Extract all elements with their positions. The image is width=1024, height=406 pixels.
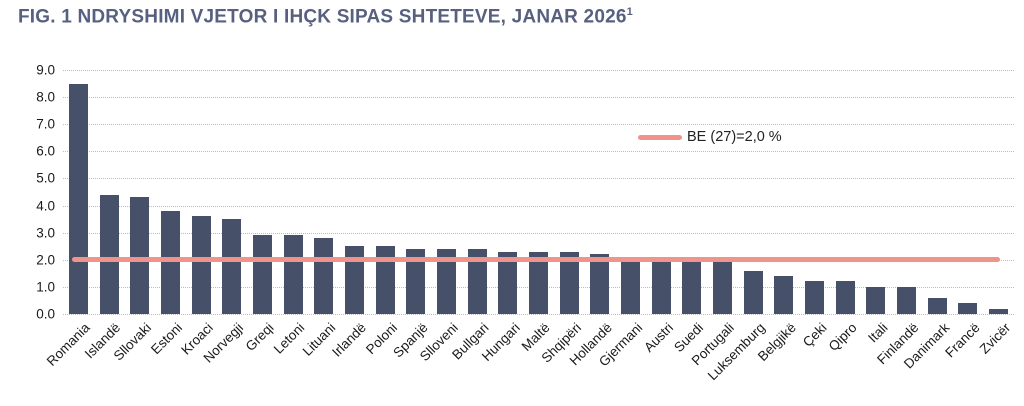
bar	[559, 251, 579, 314]
y-axis-tick-label: 5.0	[36, 170, 55, 186]
bar	[130, 197, 150, 314]
x-axis-label: Greqi	[243, 320, 277, 354]
gridline	[63, 178, 1014, 180]
bar	[713, 262, 733, 314]
x-axis-label: Itali	[865, 320, 891, 346]
bar	[68, 83, 88, 314]
bar	[958, 303, 978, 314]
x-axis-label: Romania	[44, 320, 93, 369]
figure-title-text: FIG. 1 NDRYSHIMI VJETOR I IHÇK SIPAS SHT…	[18, 6, 627, 28]
bar	[805, 281, 825, 314]
y-axis-tick-label: 3.0	[36, 225, 55, 241]
y-axis-tick-label: 6.0	[36, 143, 55, 159]
bar	[866, 286, 886, 314]
bar	[344, 246, 364, 314]
x-axis-label: Çeki	[799, 320, 830, 350]
x-axis-label: Qipro	[825, 320, 860, 354]
gridline	[63, 314, 1014, 315]
bar	[927, 297, 947, 314]
legend-label: BE (27)=2,0 %	[687, 129, 782, 145]
y-axis-tick-label: 8.0	[36, 89, 55, 105]
bar	[529, 251, 548, 314]
gridline	[63, 205, 1014, 207]
bar	[252, 235, 272, 314]
gridline	[63, 151, 1014, 153]
y-axis-tick-label: 1.0	[36, 279, 55, 295]
x-axis-label: Austri	[640, 320, 676, 356]
legend-line-swatch	[638, 134, 682, 140]
bar	[283, 235, 303, 314]
bar	[621, 257, 641, 314]
bar	[590, 254, 610, 314]
bar	[191, 216, 211, 314]
bar	[682, 259, 702, 314]
gridline	[63, 70, 1014, 71]
bar	[743, 270, 763, 314]
gridline	[63, 232, 1014, 234]
figure-title-footnote-marker: 1	[626, 6, 633, 18]
x-axis-label: Zvicër	[976, 320, 1014, 357]
bar	[897, 286, 917, 314]
bar	[222, 219, 242, 314]
bar	[436, 248, 456, 314]
figure-title: FIG. 1 NDRYSHIMI VJETOR I IHÇK SIPAS SHT…	[18, 6, 633, 28]
y-axis-tick-label: 2.0	[36, 252, 55, 268]
bar	[651, 259, 671, 314]
y-axis-tick-label: 4.0	[36, 198, 55, 214]
gridline	[63, 97, 1014, 99]
bar	[314, 238, 334, 314]
bar	[99, 194, 119, 314]
bar	[160, 210, 180, 314]
bar	[375, 246, 395, 314]
bar	[467, 248, 487, 314]
bar	[835, 281, 855, 314]
x-axis-label: Estoni	[147, 320, 185, 358]
bar	[406, 248, 426, 314]
y-axis-tick-label: 9.0	[36, 62, 55, 78]
gridline	[63, 124, 1014, 126]
bar	[989, 308, 1009, 314]
reference-line	[72, 257, 1000, 263]
legend: BE (27)=2,0 %	[638, 127, 782, 147]
x-axis-label: Irlandë	[329, 320, 370, 360]
y-axis-tick-label: 0.0	[36, 306, 55, 322]
bar	[774, 276, 794, 314]
bar	[498, 251, 518, 314]
y-axis-tick-label: 7.0	[36, 116, 55, 132]
